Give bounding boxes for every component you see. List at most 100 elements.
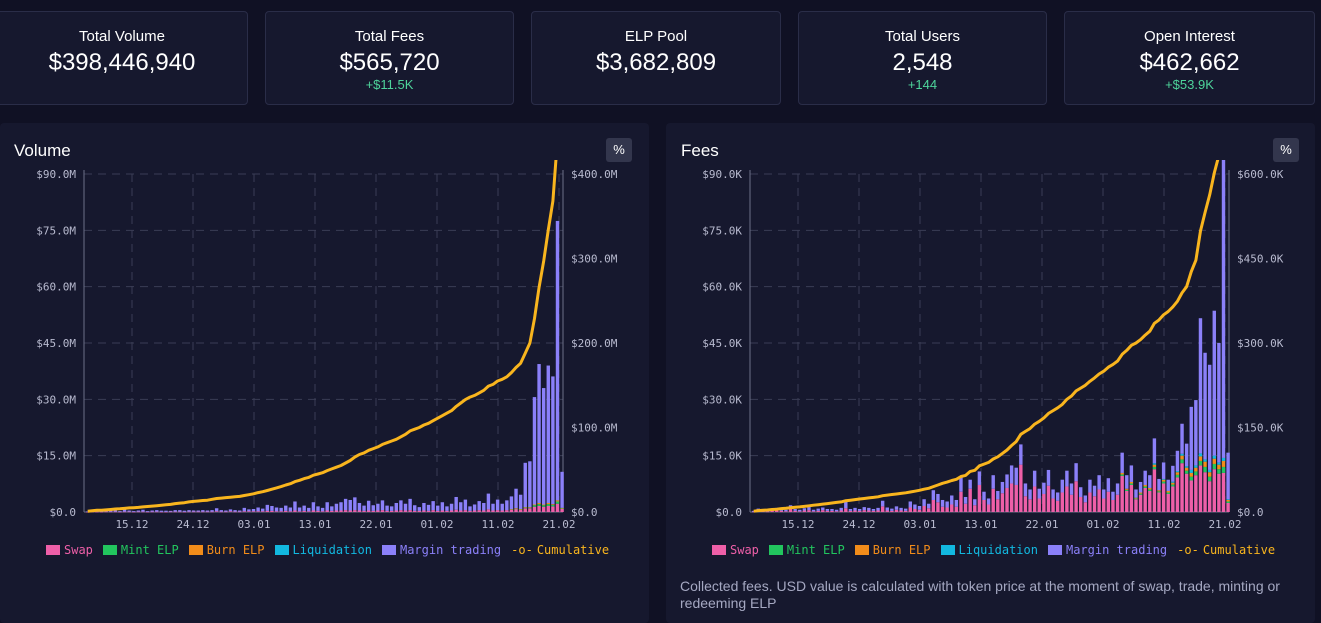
bar-margin xyxy=(518,494,523,509)
bar-swap xyxy=(816,510,820,512)
legend-swap[interactable]: Swap xyxy=(712,543,759,557)
bar-swap xyxy=(228,511,233,512)
bar-margin xyxy=(853,507,857,511)
bar-swap xyxy=(1051,498,1055,512)
bar-swap xyxy=(1166,493,1170,512)
bar-margin xyxy=(1083,495,1088,503)
bar-margin xyxy=(168,510,173,512)
legend-margin-trading[interactable]: Margin trading xyxy=(381,543,501,557)
legend-burn-elp[interactable]: Burn ELP xyxy=(854,543,931,557)
bar-margin xyxy=(1079,487,1083,497)
bar-swap xyxy=(468,510,472,512)
bar-margin xyxy=(320,507,325,512)
bar-swap xyxy=(936,502,940,512)
fees-title: Fees xyxy=(681,141,719,160)
bar-margin xyxy=(274,507,279,512)
bar-swap xyxy=(109,511,113,513)
bar-swap xyxy=(445,510,449,512)
bar-swap xyxy=(551,506,555,512)
bar-swap xyxy=(118,511,122,513)
bar-swap xyxy=(127,511,131,513)
bar-margin xyxy=(325,502,329,511)
legend-margin-trading[interactable]: Margin trading xyxy=(1047,543,1167,557)
bar-margin xyxy=(477,501,481,511)
bar-swap xyxy=(145,511,150,513)
stat-card-total-volume: Total Volume $398,446,940 xyxy=(0,11,248,105)
bar-burn xyxy=(1148,487,1152,490)
bar-burn xyxy=(541,504,546,506)
bar-margin xyxy=(991,475,995,489)
bar-margin xyxy=(560,471,564,508)
bar-margin xyxy=(528,461,532,508)
bar-mint xyxy=(1180,459,1184,464)
bar-margin xyxy=(899,507,903,511)
bar-swap xyxy=(357,510,362,512)
liquidation-swatch xyxy=(274,545,289,555)
legend-cumulative[interactable]: -o- Cumulative xyxy=(511,543,609,557)
bar-margin xyxy=(1097,475,1101,490)
y-left-tick-label: $45.0K xyxy=(702,337,742,350)
y-right-tick-label: $0.0 xyxy=(1237,506,1264,519)
bar-margin xyxy=(178,510,182,512)
legend-burn-elp[interactable]: Burn ELP xyxy=(188,543,265,557)
bar-swap xyxy=(509,509,514,512)
bar-swap xyxy=(908,507,913,512)
bar-margin xyxy=(890,508,894,511)
bar-margin xyxy=(132,511,136,512)
bar-swap xyxy=(380,510,385,512)
bar-swap xyxy=(353,510,357,512)
bar-swap xyxy=(825,510,830,512)
bar-swap xyxy=(196,511,200,513)
fees-percent-toggle-button[interactable]: % xyxy=(1273,138,1299,162)
bar-mint xyxy=(1148,489,1152,491)
bar-mint xyxy=(1125,489,1129,491)
bar-mint xyxy=(523,507,527,509)
legend-liquidation[interactable]: Liquidation xyxy=(274,543,372,557)
legend-label: Mint ELP xyxy=(120,543,179,557)
bar-swap xyxy=(1120,475,1124,512)
mint-swatch xyxy=(768,545,783,555)
bar-liquidation xyxy=(1212,455,1216,459)
bar-margin xyxy=(894,506,899,510)
legend-swap[interactable]: Swap xyxy=(46,543,93,557)
bar-swap xyxy=(491,510,495,512)
bar-swap xyxy=(408,510,412,512)
bar-swap xyxy=(1083,502,1088,512)
y-right-tick-label: $100.0M xyxy=(571,422,618,435)
volume-percent-toggle-button[interactable]: % xyxy=(606,138,632,162)
bar-margin xyxy=(1060,479,1064,493)
bar-margin xyxy=(449,503,454,511)
bar-margin xyxy=(155,510,159,512)
bar-swap xyxy=(1060,492,1064,512)
bar-swap xyxy=(500,510,504,512)
bar-margin xyxy=(1166,479,1170,491)
bar-burn xyxy=(1189,472,1193,477)
legend-mint-elp[interactable]: Mint ELP xyxy=(768,543,845,557)
bar-margin xyxy=(385,505,389,511)
stat-card-elp-pool: ELP Pool $3,682,809 xyxy=(531,11,781,105)
bar-swap xyxy=(440,510,445,512)
stat-card-total-users: Total Users 2,548 +144 xyxy=(798,11,1047,105)
bar-swap xyxy=(343,510,348,512)
bar-swap xyxy=(765,511,770,513)
legend-label: Swap xyxy=(730,543,759,557)
x-tick-label: 03.01 xyxy=(903,518,936,531)
bar-burn xyxy=(1184,467,1189,471)
legend-cumulative[interactable]: -o- Cumulative xyxy=(1177,543,1275,557)
bar-burn xyxy=(1138,492,1143,494)
legend-mint-elp[interactable]: Mint ELP xyxy=(102,543,179,557)
bar-swap xyxy=(394,510,398,512)
bar-swap xyxy=(242,511,247,512)
bar-swap xyxy=(1092,496,1097,512)
bar-liquidation xyxy=(1226,499,1230,500)
bar-margin xyxy=(862,507,866,511)
bar-margin xyxy=(936,493,940,503)
bar-swap xyxy=(1226,502,1230,512)
stat-label: Open Interest xyxy=(1144,28,1235,45)
bar-swap xyxy=(274,511,279,512)
bar-margin xyxy=(1212,310,1216,456)
bar-liquidation xyxy=(1161,478,1166,480)
legend-liquidation[interactable]: Liquidation xyxy=(940,543,1038,557)
bar-swap xyxy=(853,510,857,512)
bar-mint xyxy=(528,507,532,509)
